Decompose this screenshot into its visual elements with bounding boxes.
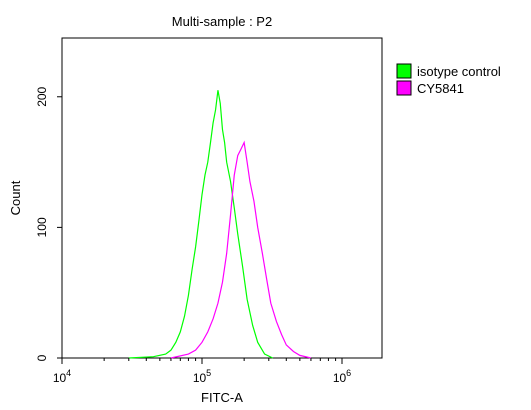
x-axis-label: FITC-A [201, 390, 243, 405]
x-tick-label: 105 [193, 368, 211, 385]
legend-swatch [396, 63, 412, 79]
series-line-cy5841 [170, 140, 312, 359]
series-layer [128, 90, 312, 359]
legend-swatch [396, 80, 412, 96]
y-axis-ticks: 0 100 200 [35, 86, 62, 361]
y-axis-label: Count [8, 180, 23, 215]
x-tick-label: 106 [333, 368, 351, 385]
x-axis-ticks: 104 105 106 [53, 358, 351, 385]
legend: isotype control CY5841 [396, 63, 501, 96]
series-line-isotype-control [128, 90, 273, 359]
legend-label: CY5841 [417, 81, 464, 96]
x-tick-label: 104 [53, 368, 71, 385]
y-tick-label: 100 [35, 217, 49, 237]
legend-label: isotype control [417, 64, 501, 79]
y-tick-label: 200 [35, 86, 49, 106]
y-tick-label: 0 [35, 354, 49, 361]
chart-title: Multi-sample : P2 [172, 14, 272, 29]
plot-frame [61, 37, 383, 359]
